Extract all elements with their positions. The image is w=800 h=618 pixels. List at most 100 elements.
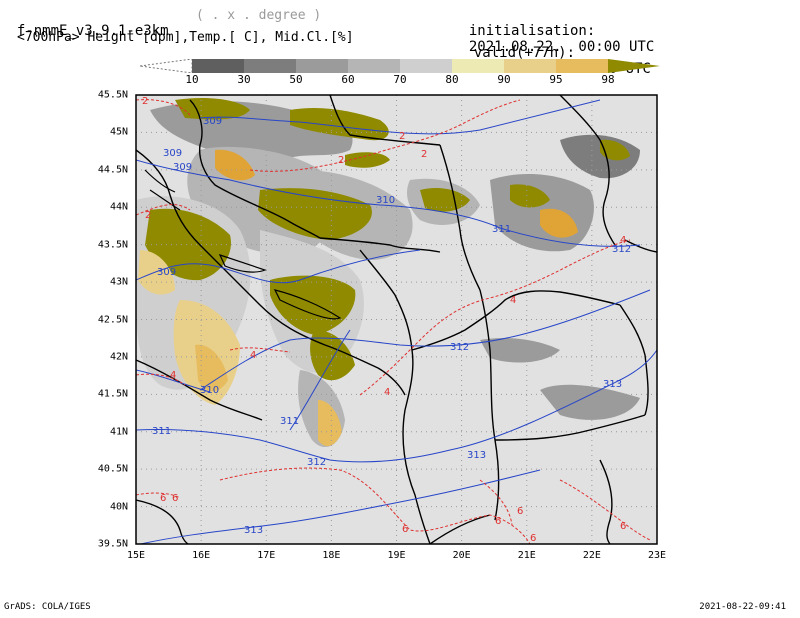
temperature-label: 2 <box>421 149 427 160</box>
longitude-tick-label: 20E <box>452 550 471 561</box>
cloud-patch <box>270 275 356 335</box>
border-line <box>411 290 621 351</box>
colorbar-swatch <box>452 59 504 73</box>
coastline <box>136 359 263 421</box>
temperature-label: 2 <box>399 131 405 142</box>
border-line <box>599 459 613 544</box>
colorbar-swatch <box>504 59 556 73</box>
temperature-label: 6 <box>495 516 501 527</box>
border-line <box>319 237 441 253</box>
temperature-label: 6 <box>402 524 408 535</box>
height-contour <box>289 329 351 431</box>
init-label: initialisation: <box>468 23 596 39</box>
colorbar-tick-label: 30 <box>237 73 251 86</box>
longitude-tick-label: 16E <box>192 550 211 561</box>
temperature-label: 4 <box>250 350 256 361</box>
height-contour <box>136 249 421 284</box>
height-label: 309 <box>173 162 192 173</box>
temperature-label: 6 <box>620 521 626 532</box>
map-frame <box>135 94 658 545</box>
variable-subtitle: <700hPa> Height [dpm],Temp.[ C], Mid.Cl.… <box>17 30 354 45</box>
colorbar-tick-label: 90 <box>497 73 511 86</box>
border-line <box>624 239 657 253</box>
cloud-patch <box>540 384 640 420</box>
border-line <box>359 249 431 544</box>
cloud-patch <box>138 250 175 295</box>
cloud-patch <box>480 338 560 363</box>
cloud-patch <box>510 184 550 208</box>
height-label: 309 <box>157 267 176 278</box>
cloud-patch <box>290 108 389 141</box>
height-label: 310 <box>200 385 219 396</box>
height-label: 310 <box>376 195 395 206</box>
temperature-contour <box>359 239 631 396</box>
height-label: 313 <box>244 525 263 536</box>
height-contour <box>199 289 651 391</box>
border-line <box>494 414 646 441</box>
height-label: 311 <box>492 224 511 235</box>
coastline <box>136 149 406 396</box>
border-line <box>619 304 649 416</box>
colorbar-tick-label: 80 <box>445 73 459 86</box>
latitude-tick-label: 42N <box>109 351 128 363</box>
cloud-patch <box>600 139 630 161</box>
border-line <box>329 95 441 146</box>
latitude-tick-label: 45.5N <box>97 89 128 101</box>
cloud-patch <box>318 400 342 447</box>
island-outline <box>218 253 267 273</box>
temperature-contour <box>249 99 521 172</box>
footer-timestamp: 2021-08-22-09:41 <box>699 602 786 612</box>
colorbar-high-arrow <box>608 59 660 73</box>
height-contour <box>136 349 657 463</box>
cloud-patch <box>195 344 228 392</box>
temperature-contour <box>559 479 651 541</box>
height-label: 311 <box>280 416 299 427</box>
longitude-tick-label: 21E <box>517 550 536 561</box>
colorbar-tick-label: 70 <box>393 73 407 86</box>
temperature-label: 4 <box>170 370 176 381</box>
temperature-label: 6 <box>517 506 523 517</box>
colorbar-swatch <box>296 59 348 73</box>
colorbar-swatch <box>400 59 452 73</box>
colorbar-swatch <box>556 59 608 73</box>
colorbar <box>140 59 660 73</box>
colorbar-tick-label: 95 <box>549 73 563 86</box>
temperature-contour <box>136 373 186 386</box>
island-outline <box>149 189 181 211</box>
longitude-tick-label: 23E <box>647 550 667 561</box>
cloud-patch <box>345 152 390 168</box>
temperature-contour <box>136 492 181 499</box>
latitude-tick-label: 41N <box>109 426 128 438</box>
latitude-tick-label: 40.5N <box>97 463 128 475</box>
valid-label: valid(+77h): <box>473 45 576 61</box>
height-labels: 309 309 309 309 310 310 311 311 311 312 … <box>152 116 631 536</box>
longitude-tick-label: 18E <box>322 550 341 561</box>
colorbar-tick-label: 98 <box>601 73 615 86</box>
temperature-label: 4 <box>620 235 626 246</box>
border-line <box>189 99 321 239</box>
height-label: 309 <box>163 148 182 159</box>
latitude-tick-label: 39.5N <box>97 538 128 550</box>
island-outline <box>273 289 342 320</box>
height-label: 312 <box>307 457 326 468</box>
colorbar-swatch <box>348 59 400 73</box>
height-label: 311 <box>152 426 171 437</box>
temperature-contour <box>479 479 513 526</box>
latitude-tick-label: 43N <box>109 276 128 288</box>
border-line <box>559 95 616 246</box>
init-value: 2021.08.22. 00:00 UTC <box>468 39 655 55</box>
temperature-labels: 2 2 2 2 2 4 4 4 4 4 6 6 6 6 6 6 6 <box>142 96 626 544</box>
island-outline <box>144 169 176 193</box>
height-label: 312 <box>450 342 469 353</box>
coastline <box>136 499 189 544</box>
height-contour <box>136 369 211 393</box>
temperature-label: 6 <box>530 533 536 544</box>
longitude-tick-label: 22E <box>582 550 601 561</box>
temperature-label: 6 <box>160 493 166 504</box>
cloud-patch <box>540 208 578 238</box>
latitude-tick-label: 41.5N <box>97 388 128 400</box>
height-label: 312 <box>612 244 631 255</box>
cloud-patch <box>310 330 355 381</box>
temperature-contour <box>136 99 191 116</box>
